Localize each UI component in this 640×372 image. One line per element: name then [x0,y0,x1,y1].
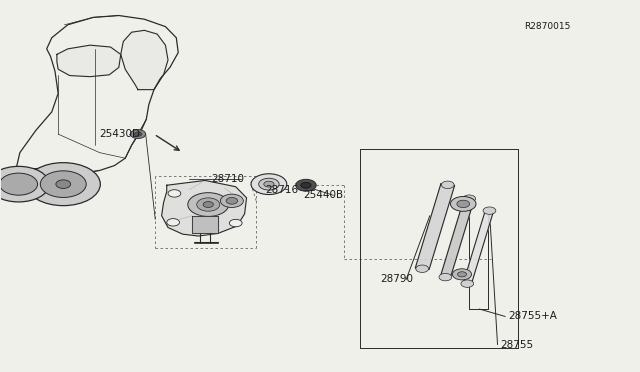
Text: 25440B: 25440B [303,190,343,200]
Circle shape [40,171,86,198]
Circle shape [463,195,476,202]
Polygon shape [121,31,168,90]
Circle shape [196,198,220,211]
Circle shape [296,179,316,191]
Polygon shape [162,180,246,236]
Circle shape [131,130,146,138]
Circle shape [416,265,429,272]
Text: R2870015: R2870015 [524,22,571,31]
Circle shape [264,181,274,187]
Circle shape [203,202,213,208]
Text: 25430D: 25430D [100,129,141,139]
Text: 28755: 28755 [500,340,534,350]
Circle shape [483,207,496,214]
Circle shape [251,174,287,195]
Circle shape [188,193,228,217]
Circle shape [226,198,237,204]
Circle shape [457,200,470,208]
Text: 28710: 28710 [211,174,244,184]
Circle shape [134,132,142,137]
Circle shape [451,196,476,211]
Circle shape [26,163,100,206]
Text: 28790: 28790 [381,275,413,284]
Circle shape [56,180,70,189]
Circle shape [301,182,311,188]
Text: 28716: 28716 [266,185,299,195]
Polygon shape [415,184,454,269]
Circle shape [458,272,467,277]
Circle shape [461,280,474,287]
Circle shape [259,178,279,190]
Circle shape [0,166,49,202]
Polygon shape [440,198,474,278]
Polygon shape [192,216,218,234]
Polygon shape [57,45,121,77]
Circle shape [452,269,472,280]
Polygon shape [463,210,493,284]
Text: 28755+A: 28755+A [508,311,557,321]
Circle shape [229,219,242,227]
Circle shape [0,173,38,195]
Circle shape [167,219,179,226]
Circle shape [220,194,243,208]
Circle shape [442,181,454,189]
Circle shape [168,190,180,197]
Circle shape [439,273,452,281]
